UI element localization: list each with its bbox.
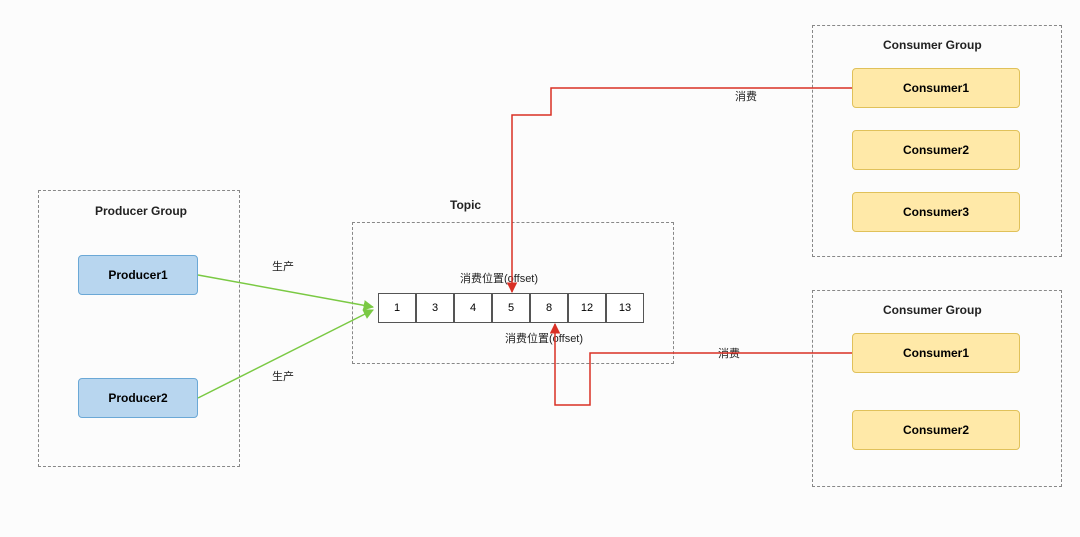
consumer-label: Consumer2 <box>903 143 969 157</box>
consumer-group-bottom-title: Consumer Group <box>883 303 982 317</box>
offset-label-bottom: 消费位置(offset) <box>505 330 583 346</box>
queue-cell: 13 <box>606 293 644 323</box>
consumer-node: Consumer3 <box>852 192 1020 232</box>
queue-cell: 8 <box>530 293 568 323</box>
consumer-node: Consumer1 <box>852 68 1020 108</box>
consumer-node: Consumer2 <box>852 410 1020 450</box>
queue-cell: 12 <box>568 293 606 323</box>
consumer-label: Consumer3 <box>903 205 969 219</box>
consumer-node: Consumer2 <box>852 130 1020 170</box>
consumer-label: Consumer1 <box>903 346 969 360</box>
produce-label: 生产 <box>272 258 294 274</box>
consumer-label: Consumer1 <box>903 81 969 95</box>
queue-cell: 5 <box>492 293 530 323</box>
producer-group-title: Producer Group <box>95 204 187 218</box>
consumer-node: Consumer1 <box>852 333 1020 373</box>
producer-group-box <box>38 190 240 467</box>
produce-label: 生产 <box>272 368 294 384</box>
offset-label-top: 消费位置(offset) <box>460 270 538 286</box>
producer-label: Producer2 <box>108 391 167 405</box>
consumer-label: Consumer2 <box>903 423 969 437</box>
queue-cell: 1 <box>378 293 416 323</box>
topic-title: Topic <box>450 198 481 212</box>
consume-label-bottom: 消费 <box>718 345 740 361</box>
queue-cell: 3 <box>416 293 454 323</box>
queue-cell: 4 <box>454 293 492 323</box>
consumer-group-bottom-box <box>812 290 1062 487</box>
producer-node: Producer1 <box>78 255 198 295</box>
producer-label: Producer1 <box>108 268 167 282</box>
producer-node: Producer2 <box>78 378 198 418</box>
consume-label-top: 消费 <box>735 88 757 104</box>
consumer-group-top-title: Consumer Group <box>883 38 982 52</box>
